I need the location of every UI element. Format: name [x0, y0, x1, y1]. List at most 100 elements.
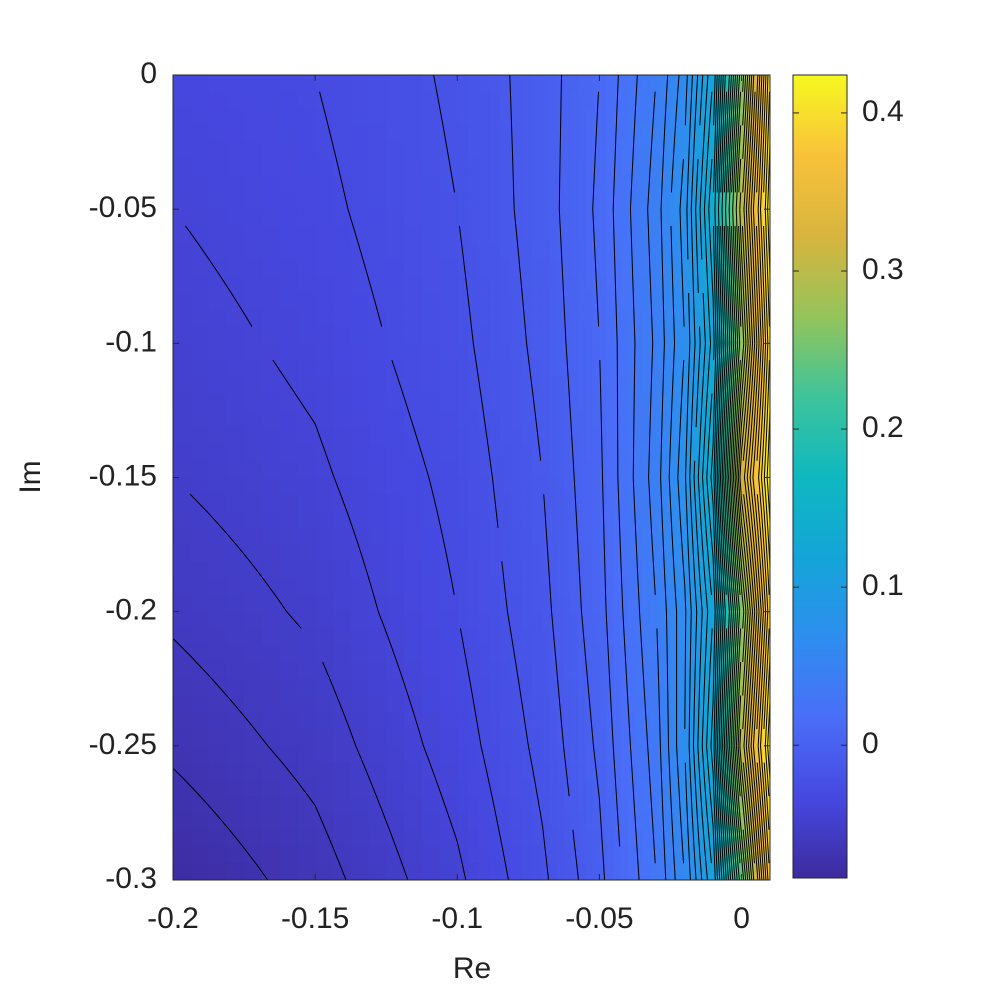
field-cell [663, 91, 668, 110]
field-cell [727, 712, 732, 730]
field-cell [698, 829, 704, 848]
field-cell [467, 561, 480, 579]
field-cell [208, 695, 227, 713]
field-cell [173, 712, 192, 730]
x-tick-label: -0.05 [565, 902, 633, 935]
field-cell [489, 477, 501, 495]
field-cell [695, 678, 700, 697]
field-cell [542, 259, 551, 277]
field-cell [670, 695, 675, 713]
field-cell [674, 175, 679, 193]
field-cell [439, 376, 458, 395]
field-cell [688, 829, 693, 848]
field-cell [457, 494, 469, 512]
field-cell [208, 745, 227, 764]
field-cell [489, 846, 501, 864]
field-cell [684, 460, 689, 479]
field-cell [691, 628, 696, 646]
field-cell [571, 91, 579, 110]
contour-line [756, 75, 769, 880]
field-cell [659, 729, 664, 747]
field-cell [738, 578, 743, 596]
field-cell [666, 276, 672, 294]
field-cell [439, 527, 458, 546]
field-cell [755, 729, 760, 747]
field-cell [403, 812, 423, 831]
field-cell [279, 812, 298, 831]
field-cell [642, 745, 650, 764]
field-cell [489, 108, 501, 126]
field-cell [578, 561, 586, 579]
field-cell [489, 812, 501, 831]
field-cell [542, 276, 551, 294]
field-cell [439, 225, 458, 244]
field-cell [734, 360, 739, 378]
field-cell [723, 494, 728, 512]
field-cell [489, 661, 501, 680]
field-cell [549, 242, 558, 261]
field-cell [698, 527, 704, 546]
field-cell [531, 309, 544, 328]
field-cell [677, 762, 682, 780]
field-cell [759, 108, 764, 126]
field-cell [173, 578, 192, 596]
field-cell [585, 628, 593, 646]
field-cell [691, 410, 696, 428]
field-cell [244, 225, 263, 244]
field-cell [315, 108, 334, 126]
field-cell [457, 108, 469, 126]
field-cell [510, 645, 522, 663]
field-cell [208, 242, 227, 261]
field-cell [666, 225, 672, 244]
field-cell [674, 242, 679, 261]
field-cell [457, 75, 469, 93]
field-cell [759, 628, 764, 646]
field-cell [585, 812, 593, 831]
field-cell [226, 142, 245, 160]
contour-line [731, 91, 747, 880]
field-cell [279, 477, 298, 495]
field-cell [592, 846, 601, 864]
field-cell [467, 812, 480, 831]
field-cell [226, 225, 245, 244]
field-cell [666, 494, 672, 512]
field-cell [315, 846, 334, 864]
field-cell [695, 410, 700, 428]
field-cell [766, 360, 770, 378]
field-cell [627, 561, 636, 579]
field-cell [634, 846, 643, 864]
field-cell [585, 729, 593, 747]
field-cell [279, 829, 298, 848]
field-cell [386, 242, 405, 261]
field-cell [613, 192, 622, 210]
field-cell [279, 628, 298, 646]
field-cell [738, 796, 743, 814]
field-cell [542, 192, 551, 210]
field-cell [403, 779, 423, 797]
field-cell [599, 645, 608, 663]
field-cell [741, 594, 746, 613]
field-cell [403, 142, 423, 160]
field-cell [620, 108, 629, 126]
field-cell [702, 611, 707, 630]
field-cell [457, 427, 469, 445]
field-cell [332, 477, 352, 495]
field-cell [467, 611, 480, 630]
field-cell [467, 410, 480, 428]
field-cell [642, 460, 650, 479]
field-cell [510, 326, 522, 344]
field-cell [659, 594, 664, 613]
field-cell [467, 628, 480, 646]
field-cell [698, 242, 704, 261]
field-cell [386, 343, 405, 361]
field-cell [510, 561, 522, 579]
field-cell [350, 242, 370, 261]
field-cell [521, 494, 533, 512]
field-cell [684, 812, 689, 831]
field-cell [297, 745, 316, 764]
field-cell [439, 477, 458, 495]
field-cell [478, 729, 490, 747]
y-axis-label: Im [14, 460, 47, 493]
field-cell [691, 393, 696, 412]
field-cell [403, 645, 423, 663]
